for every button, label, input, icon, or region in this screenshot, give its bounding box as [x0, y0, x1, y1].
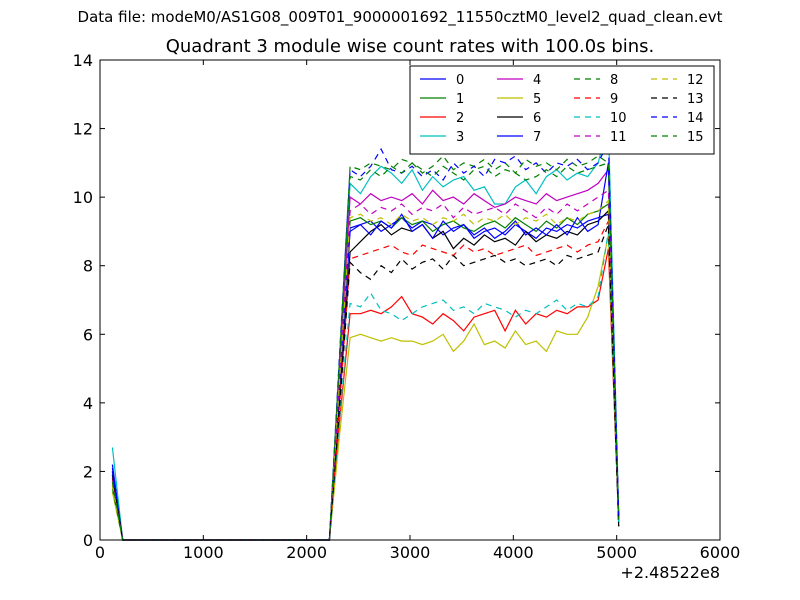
y-tick-label: 2 — [83, 462, 93, 481]
legend-label-6: 6 — [533, 111, 541, 126]
x-tick-label: 2000 — [286, 543, 327, 562]
series-0-line — [111, 213, 620, 541]
series-2-line — [111, 248, 620, 541]
y-tick-label: 12 — [73, 120, 93, 139]
legend-label-15: 15 — [687, 130, 704, 145]
legend-label-5: 5 — [533, 92, 541, 107]
series-10-line — [111, 231, 620, 541]
y-tick-label: 4 — [83, 394, 93, 413]
x-tick-label: 0 — [95, 543, 105, 562]
legend-label-13: 13 — [687, 92, 704, 107]
x-tick-label: 1000 — [183, 543, 224, 562]
figure-suptitle: Data file: modeM0/AS1G08_009T01_90000016… — [77, 8, 723, 26]
y-tick-label: 0 — [83, 531, 93, 550]
legend-label-0: 0 — [456, 73, 464, 88]
series-layer — [111, 124, 620, 541]
series-9-line — [111, 220, 620, 541]
legend-label-4: 4 — [533, 73, 541, 88]
legend-label-12: 12 — [687, 73, 704, 88]
legend-label-14: 14 — [687, 111, 704, 126]
legend-label-9: 9 — [610, 92, 618, 107]
legend-label-1: 1 — [456, 92, 464, 107]
x-tick-label: 6000 — [700, 543, 741, 562]
legend-label-10: 10 — [610, 111, 627, 126]
chart-title: Quadrant 3 module wise count rates with … — [165, 36, 655, 57]
x-tick-label: 5000 — [596, 543, 637, 562]
legend-label-3: 3 — [456, 130, 464, 145]
series-5-line — [111, 234, 620, 541]
series-3-line — [111, 124, 620, 541]
series-13-line — [111, 224, 620, 541]
series-1-line — [111, 202, 620, 541]
y-tick-label: 10 — [73, 188, 93, 207]
legend-label-2: 2 — [456, 111, 464, 126]
series-7-line — [111, 162, 620, 541]
x-tick-label: 4000 — [493, 543, 534, 562]
legend-box — [409, 65, 715, 155]
series-11-line — [111, 189, 620, 541]
y-tick-label: 14 — [73, 51, 93, 70]
series-12-line — [111, 199, 620, 541]
legend-label-7: 7 — [533, 130, 541, 145]
legend-label-8: 8 — [610, 73, 618, 88]
series-15-line — [111, 162, 620, 541]
y-tick-label: 8 — [83, 257, 93, 276]
y-tick-label: 6 — [83, 325, 93, 344]
legend-label-11: 11 — [610, 130, 627, 145]
series-14-line — [111, 142, 620, 541]
x-tick-label: 3000 — [390, 543, 431, 562]
x-offset-label: +2.48522e8 — [620, 563, 720, 582]
